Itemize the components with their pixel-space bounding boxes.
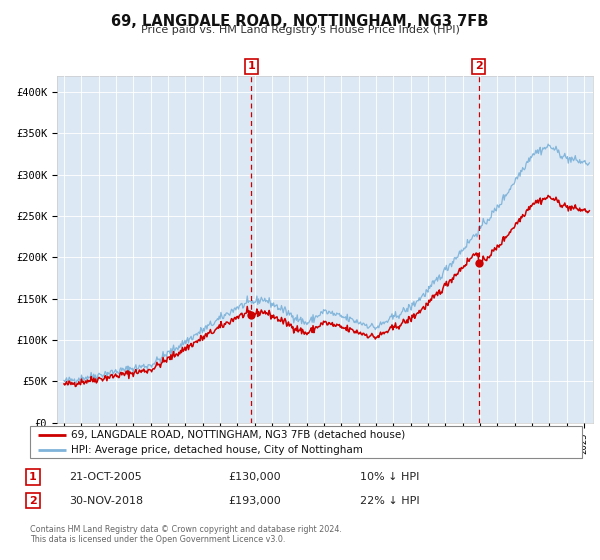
Text: HPI: Average price, detached house, City of Nottingham: HPI: Average price, detached house, City… bbox=[71, 445, 363, 455]
Text: 10% ↓ HPI: 10% ↓ HPI bbox=[360, 472, 419, 482]
Text: 1: 1 bbox=[247, 62, 255, 72]
Text: This data is licensed under the Open Government Licence v3.0.: This data is licensed under the Open Gov… bbox=[30, 535, 286, 544]
Text: 69, LANGDALE ROAD, NOTTINGHAM, NG3 7FB: 69, LANGDALE ROAD, NOTTINGHAM, NG3 7FB bbox=[112, 14, 488, 29]
Text: Contains HM Land Registry data © Crown copyright and database right 2024.: Contains HM Land Registry data © Crown c… bbox=[30, 525, 342, 534]
Text: 30-NOV-2018: 30-NOV-2018 bbox=[69, 496, 143, 506]
Text: £130,000: £130,000 bbox=[228, 472, 281, 482]
Text: 2: 2 bbox=[475, 62, 482, 72]
Text: 22% ↓ HPI: 22% ↓ HPI bbox=[360, 496, 419, 506]
FancyBboxPatch shape bbox=[30, 426, 582, 458]
Text: 2: 2 bbox=[29, 496, 37, 506]
Text: 69, LANGDALE ROAD, NOTTINGHAM, NG3 7FB (detached house): 69, LANGDALE ROAD, NOTTINGHAM, NG3 7FB (… bbox=[71, 430, 406, 440]
Text: 1: 1 bbox=[29, 472, 37, 482]
Text: £193,000: £193,000 bbox=[228, 496, 281, 506]
Text: 21-OCT-2005: 21-OCT-2005 bbox=[69, 472, 142, 482]
Text: Price paid vs. HM Land Registry's House Price Index (HPI): Price paid vs. HM Land Registry's House … bbox=[140, 25, 460, 35]
